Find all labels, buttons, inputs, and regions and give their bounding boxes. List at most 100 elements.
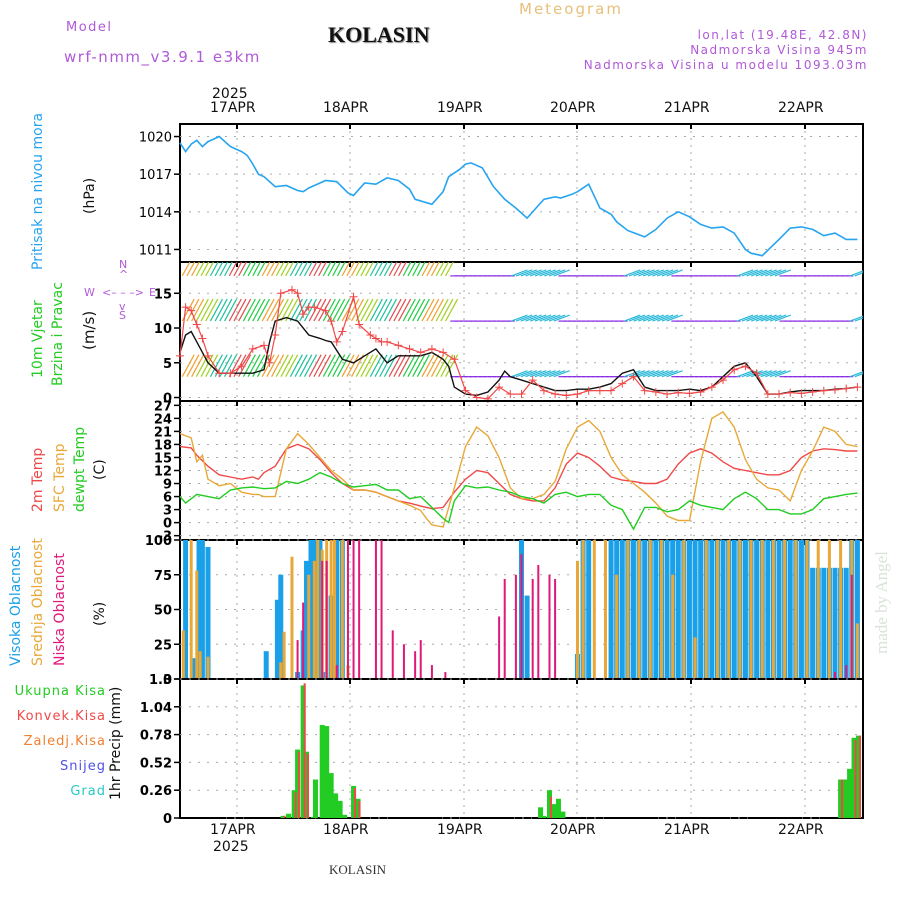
wind-barb [553,314,570,322]
gust-marker [394,341,403,350]
cloud-bar-low [402,644,405,679]
cloud-bar-high [334,540,340,679]
cloud-bar-high [642,540,648,679]
wind-barb [652,314,669,322]
wind-barb [355,354,369,377]
cloud-bar-high [854,540,860,679]
cloud-bar-mid [648,540,652,679]
cloud-bar-high [608,540,614,679]
year-top: 2025 [212,86,248,102]
legend-snow: Snijeg [60,759,106,774]
wind-barb [322,298,336,322]
cloud-bar-mid [333,540,337,679]
compass-w: W [84,286,95,299]
cloud-bar-low [498,616,501,679]
precip-bar-total [842,779,848,818]
cloud-bar-mid [307,574,311,679]
wind-barb [520,269,538,277]
temperature-y-tick-label: -3 [158,530,172,545]
cloud-bar-mid [839,540,843,679]
wind-barb [332,298,346,322]
wind-barb [209,298,223,322]
wind-barb [412,262,421,277]
cloud-bar-high [263,651,269,679]
cloud-bar-low [321,560,324,679]
wind-barb [398,354,412,377]
wind-barb [652,269,669,277]
gust-marker [528,376,537,385]
wind-barb [242,298,256,322]
gust-marker [226,369,235,378]
cloud-bar-mid [329,540,333,679]
station-title: KOLASIN [328,22,430,47]
cloud-bar-high [619,540,625,679]
cloud-bar-high [754,540,760,679]
gust-marker [495,383,504,392]
wind-barb [332,354,346,377]
wind-barb [303,262,313,277]
wind-barb [539,370,556,378]
wind-barb [238,298,252,322]
precip-bar-total [847,768,853,818]
wind-barb [774,370,791,378]
wind-barb [388,262,398,277]
precip-bar-total [295,749,301,818]
wind-barb [628,370,646,378]
cloud-bar-mid [312,560,316,679]
cloud-bar-low [346,540,349,679]
cloud-bar-high [798,540,804,679]
cloud-bar-mid [581,540,585,679]
wind-barb [271,262,280,277]
wind-barb [398,262,407,277]
gust-marker [831,385,840,394]
cloud-bar-high [183,540,189,679]
wind-barb [186,298,200,322]
wind-barb [765,269,782,277]
wind-barb [336,262,346,277]
wind-barb [322,262,332,277]
wind-barb [285,262,294,277]
cloud-bar-high [765,540,771,679]
wind-barb [205,262,215,277]
gust-marker [506,390,515,399]
credit-watermark: made by Angel [872,551,891,654]
wind-barb [294,354,308,377]
wind-barb [412,354,426,377]
cloud-bar-mid [682,540,686,679]
cloud-bar-mid [783,540,787,679]
wind-barb [393,262,403,277]
wind-barb [638,269,655,277]
gust-marker [584,386,593,395]
day-label-bottom: 20APR [550,822,596,838]
gust-marker [595,386,604,395]
precip-bar-convective [303,683,306,818]
wind-barb [271,298,285,322]
wind-barb [638,370,655,378]
cloud-bar-high [196,540,202,679]
wind-barb [746,269,763,277]
wind-barb [544,314,561,322]
wind-barb [379,262,389,277]
cloud-bar-low [380,540,383,679]
precip-bar-convective [358,800,361,818]
wind-barb [228,262,238,277]
cloud-bar-high [630,540,636,679]
compass-cross: <– – –> [102,286,144,299]
cloud-bar-mid [198,651,202,679]
wind-barb [346,354,360,377]
day-label-bottom: 19APR [437,822,483,838]
cloud-bar-low [834,672,837,679]
wind-barb [765,370,782,378]
wind-barb [219,298,233,322]
cloud-bar-low [845,665,848,679]
clouds-panel: 100 75 50 25 0 [145,534,864,688]
wind-barb [393,298,407,322]
temperature-frame [179,400,864,541]
wind-barb [647,314,665,322]
wind-barb [849,371,863,378]
legend-freezing-rain: Zaledj.Kisa [23,734,106,749]
cloud-bar-high [199,540,205,679]
precip-bar-convective [854,739,857,818]
gust-marker [293,289,302,298]
